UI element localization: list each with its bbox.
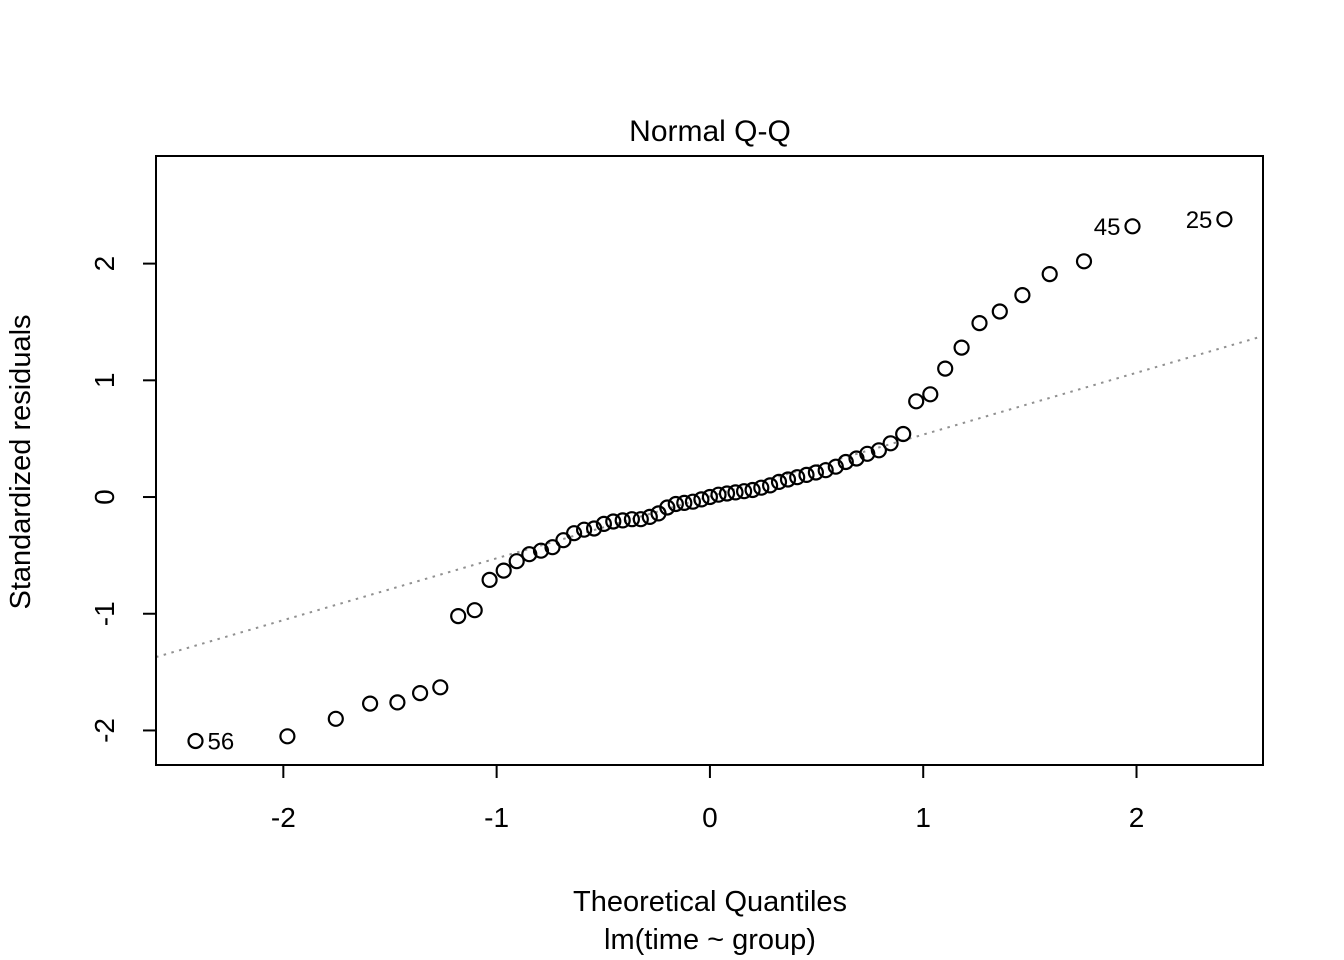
- data-point: [412, 684, 429, 702]
- data-point: [187, 732, 204, 750]
- data-point: [922, 386, 939, 403]
- data-point: [798, 466, 815, 483]
- point-label: 56: [208, 729, 235, 756]
- data-point: [693, 491, 710, 508]
- data-point: [565, 525, 583, 542]
- data-point: [279, 728, 296, 745]
- data-point: [327, 710, 344, 727]
- data-point: [859, 445, 876, 462]
- x-tick-label: 0: [702, 802, 718, 833]
- data-point: [1014, 287, 1031, 304]
- data-point: [605, 513, 622, 530]
- data-point: [908, 393, 925, 410]
- plot-border: [155, 155, 1264, 766]
- data-point: [667, 495, 684, 513]
- data-point: [937, 360, 954, 377]
- x-tick-label: -2: [271, 802, 296, 833]
- data-point: [532, 542, 550, 559]
- data-point: [971, 315, 988, 332]
- data-point: [1124, 218, 1141, 235]
- data-point: [450, 607, 467, 625]
- data-point: [659, 499, 676, 516]
- data-point: [701, 488, 719, 506]
- data-point: [508, 553, 525, 570]
- data-point: [1075, 253, 1093, 270]
- x-tick-label: -1: [484, 802, 509, 833]
- data-point: [466, 602, 483, 619]
- data-point: [895, 425, 912, 443]
- data-point: [770, 473, 788, 490]
- data-point: [761, 477, 779, 494]
- data-point: [735, 483, 753, 500]
- data-point: [585, 520, 603, 537]
- data-point: [575, 521, 593, 538]
- data-point: [614, 512, 631, 529]
- x-tick-label: 2: [1129, 802, 1145, 833]
- chart-title: Normal Q-Q: [629, 115, 791, 148]
- data-point: [817, 462, 834, 479]
- plot-layer: -2 -1 0 1 2 -2 -1 0 1 2 25 45 56: [89, 155, 1264, 833]
- data-point: [718, 485, 736, 502]
- data-point: [991, 303, 1008, 320]
- x-axis-label: Theoretical Quantiles: [573, 886, 847, 918]
- x-axis-sublabel: lm(time ~ group): [604, 924, 816, 956]
- y-tick-label: 1: [89, 373, 120, 389]
- data-point: [753, 479, 770, 496]
- point-label: 45: [1094, 214, 1121, 241]
- y-tick-label: 0: [89, 489, 120, 505]
- data-point: [595, 515, 613, 533]
- data-point: [827, 458, 844, 475]
- qq-reference-line: [155, 335, 1264, 659]
- data-point: [623, 511, 641, 528]
- data-point: [727, 484, 744, 501]
- y-tick-label: -2: [89, 718, 120, 743]
- data-point: [789, 469, 806, 486]
- data-point: [953, 339, 970, 356]
- data-point: [710, 486, 727, 503]
- data-point: [676, 494, 693, 511]
- data-point: [481, 571, 498, 589]
- data-point: [632, 511, 649, 528]
- data-point: [641, 508, 658, 526]
- data-point: [432, 679, 449, 696]
- data-point: [807, 464, 825, 481]
- data-point: [1216, 211, 1233, 228]
- y-tick-label: -1: [89, 601, 120, 626]
- data-point: [837, 453, 854, 471]
- point-label: 25: [1186, 207, 1213, 234]
- data-point: [362, 695, 379, 712]
- data-point: [495, 562, 512, 579]
- data-point: [870, 442, 888, 459]
- data-point: [882, 435, 899, 452]
- x-tick-label: 1: [915, 802, 931, 833]
- y-axis-label: Standardized residuals: [5, 314, 37, 609]
- data-point: [779, 471, 797, 488]
- data-point: [521, 546, 538, 563]
- y-tick-label: 2: [89, 256, 120, 272]
- data-point: [389, 694, 406, 711]
- data-point: [744, 481, 761, 499]
- data-point: [684, 493, 702, 510]
- data-point: [1041, 266, 1058, 283]
